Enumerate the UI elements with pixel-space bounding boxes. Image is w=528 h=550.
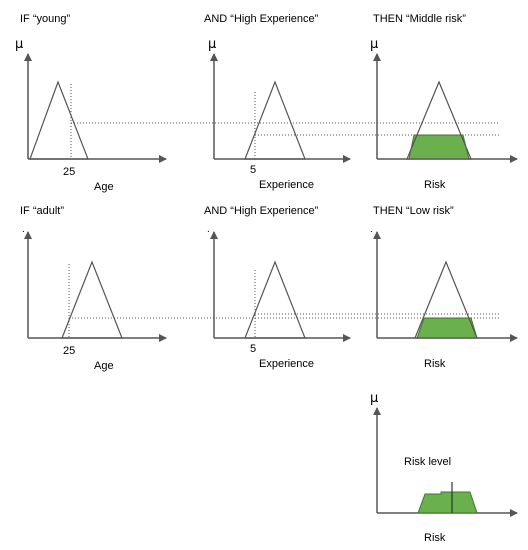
risk-axis-label: Risk [424, 179, 446, 191]
risk-level-label: Risk level [404, 456, 451, 468]
mu-symbol: μ [15, 37, 23, 52]
age-axis-label: Age [94, 181, 114, 193]
mu-symbol: μ [370, 391, 378, 406]
aggregated-risk-area [417, 491, 478, 514]
low-risk-membership-triangle [414, 260, 478, 339]
high-experience-membership-triangle [244, 80, 306, 160]
risk-axis-label: Risk [424, 358, 446, 370]
experience-axis-label: Experience [259, 179, 314, 191]
young-membership-triangle [29, 80, 89, 160]
experience-tick-5: 5 [250, 343, 256, 355]
middle-risk-membership-triangle [406, 80, 472, 160]
rule2-age-panel: . 25 Age [22, 224, 167, 372]
age-tick-25: 25 [63, 166, 75, 178]
mu-symbol: μ [208, 37, 216, 52]
rule1-experience-panel: μ 5 Experience [208, 37, 351, 191]
rule1-then-middle-risk: THEN “Middle risk” [373, 13, 466, 25]
rule1-and-high-experience: AND “High Experience” [204, 13, 319, 25]
rule2-risk-panel: . Risk [370, 224, 518, 370]
adult-membership-triangle [61, 260, 123, 339]
rule2-then-low-risk: THEN “Low risk” [373, 205, 454, 217]
rule2-experience-panel: . 5 Experience [207, 224, 351, 370]
clipped-low-risk-area [416, 317, 478, 339]
rule1-if-young: IF “young” [20, 13, 70, 25]
experience-axis-label: Experience [259, 358, 314, 370]
rule1-risk-panel: μ Risk [370, 37, 518, 191]
axis-mark: . [22, 224, 25, 235]
aggregated-risk-panel: μ Risk level Risk [370, 391, 518, 544]
rule2-if-adult: IF “adult” [20, 205, 64, 217]
mu-symbol: μ [370, 37, 378, 52]
clipped-middle-risk-area [408, 134, 470, 160]
risk-axis-label: Risk [424, 532, 446, 544]
rule1-age-panel: μ 25 Age [15, 37, 167, 193]
experience-tick-5: 5 [250, 164, 256, 176]
axis-mark: . [207, 224, 210, 235]
age-tick-25: 25 [63, 345, 75, 357]
axis-mark: . [370, 224, 373, 235]
high-experience-membership-triangle [244, 260, 306, 339]
rule2-and-high-experience: AND “High Experience” [204, 205, 319, 217]
age-axis-label: Age [94, 360, 114, 372]
